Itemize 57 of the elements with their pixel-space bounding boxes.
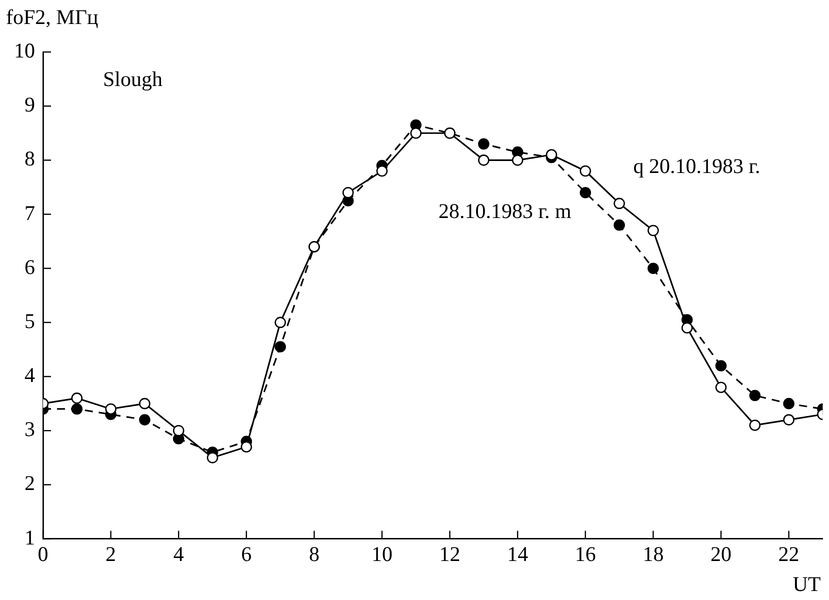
- x-tick-label: 14: [507, 542, 529, 566]
- point: [71, 403, 83, 415]
- point: [546, 149, 558, 160]
- x-tick-label: 18: [642, 542, 664, 566]
- x-tick-label: 6: [241, 542, 252, 566]
- point: [715, 382, 727, 393]
- y-axis-title: foF2, МГц: [6, 5, 98, 29]
- point: [648, 262, 659, 274]
- x-tick-label: 4: [173, 542, 184, 566]
- point: [274, 316, 286, 328]
- point: [648, 224, 659, 236]
- point: [274, 341, 286, 352]
- point: [614, 198, 625, 210]
- point: [681, 322, 693, 334]
- y-tick-label: 3: [24, 417, 35, 442]
- point: [783, 398, 794, 410]
- x-tick-label: 22: [778, 542, 800, 566]
- y-tick-label: 2: [24, 471, 35, 496]
- x-tick-label: 8: [308, 542, 320, 566]
- x-axis-title: UT: [792, 572, 821, 596]
- y-tick-label: 6: [24, 254, 35, 279]
- point: [783, 414, 794, 426]
- point: [749, 420, 761, 431]
- y-tick-label: 10: [14, 38, 35, 63]
- point: [342, 186, 354, 198]
- y-tick-label: 8: [24, 146, 35, 171]
- point: [240, 441, 252, 452]
- point: [580, 186, 592, 198]
- x-tick-label: 0: [38, 542, 48, 566]
- point: [105, 403, 116, 415]
- y-tick-label: 1: [24, 525, 35, 550]
- point: [172, 424, 184, 436]
- point: [139, 398, 150, 410]
- x-tick-label: 2: [106, 542, 116, 566]
- series-label: q 20.10.1983 г.: [633, 154, 760, 178]
- x-tick-label: 20: [710, 542, 732, 566]
- point: [749, 390, 761, 402]
- point: [512, 154, 524, 166]
- point: [376, 165, 388, 177]
- point: [580, 165, 592, 177]
- point: [478, 138, 490, 150]
- point: [410, 127, 422, 139]
- x-tick-label: 16: [574, 542, 596, 566]
- point: [715, 360, 727, 372]
- point: [139, 414, 150, 426]
- point: [478, 154, 490, 166]
- y-tick-label: 5: [24, 308, 35, 333]
- point: [206, 452, 218, 464]
- y-tick-label: 7: [24, 200, 35, 225]
- y-tick-label: 4: [24, 363, 36, 388]
- x-tick-label: 12: [439, 542, 460, 566]
- annotation: Slough: [103, 67, 164, 91]
- series-label: 28.10.1983 г. m: [438, 199, 572, 224]
- point: [614, 219, 625, 231]
- y-tick-label: 9: [24, 92, 35, 117]
- point: [71, 392, 83, 404]
- x-tick-label: 10: [372, 542, 392, 566]
